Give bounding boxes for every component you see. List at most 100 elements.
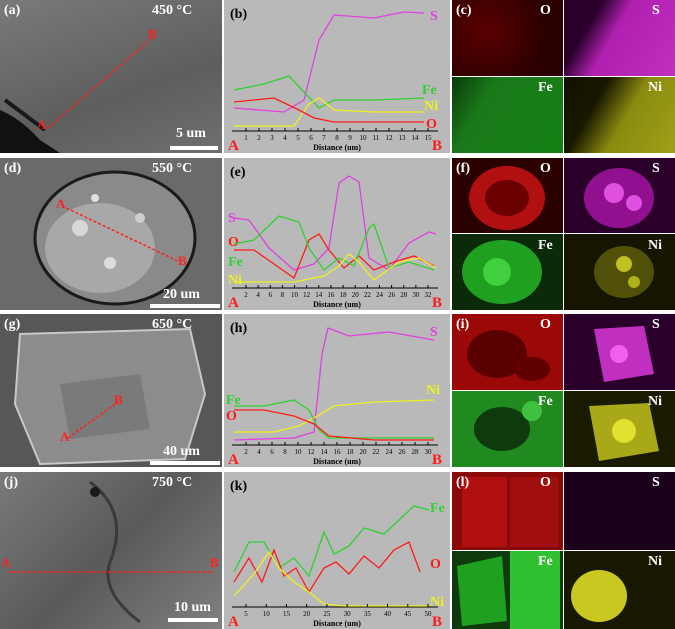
x-tick-label: 16	[327, 291, 335, 299]
series-label-fe: Fe	[422, 83, 437, 98]
fe-map	[452, 551, 563, 629]
sem-image-550: (d) 550 °C A B 20 um	[0, 158, 222, 310]
x-tick-label: 13	[399, 134, 407, 142]
sem-image-450: (a) 450 °C A B 5 um	[0, 0, 222, 153]
profile-curve-ni	[234, 399, 435, 433]
sem-texture	[0, 37, 153, 153]
o-label: O	[540, 317, 551, 332]
x-tick-label: 6	[309, 134, 313, 142]
series-label-s: S	[228, 211, 236, 226]
x-tick-label: 7	[322, 134, 326, 142]
fe-label: Fe	[538, 394, 553, 409]
x-tick-label: 40	[384, 610, 392, 618]
endpoint-b: B	[432, 138, 442, 153]
scale-bar-label: 10 um	[174, 600, 211, 615]
profile-curve-fe	[233, 505, 430, 578]
x-tick-label: 2	[257, 134, 261, 142]
x-tick-label: 12	[303, 291, 311, 299]
x-tick-label: 30	[412, 291, 420, 299]
line-profile-chart: (k) Fe O Ni 5 10 15 20 25 30 35 40 45 50 A B Distance (u…	[228, 479, 445, 629]
x-axis-label: Distance (um)	[313, 457, 361, 466]
x-tick-label: 10	[263, 610, 271, 618]
scale-bar-label: 5 um	[176, 126, 206, 141]
panel-label: (f)	[456, 161, 470, 176]
series-label-fe: Fe	[226, 393, 241, 408]
x-tick-label: 14	[321, 448, 329, 456]
eds-maps-c: (c) O S Fe Ni	[452, 0, 675, 153]
s-map	[564, 158, 675, 233]
x-tick-label: 6	[270, 448, 274, 456]
x-tick-label: 10	[295, 448, 303, 456]
panel-label: (k)	[230, 479, 247, 494]
sem-image-750: (j) 750 °C A B 10 um	[0, 472, 222, 629]
x-tick-label: 30	[344, 610, 352, 618]
endpoint-b: B	[432, 295, 442, 310]
profile-curve-ni	[234, 253, 437, 283]
x-tick-label: 24	[376, 291, 384, 299]
o-label: O	[540, 3, 551, 18]
panel-label: (a)	[4, 3, 21, 18]
series-label-ni: Ni	[228, 273, 242, 288]
fe-map	[452, 391, 563, 467]
eds-maps-f: (f) O S Fe Ni	[452, 158, 675, 310]
x-tick-label: 14	[412, 134, 420, 142]
x-tick-label: 22	[373, 448, 381, 456]
eds-maps-i: (i) O S Fe Ni	[452, 314, 675, 467]
x-tick-label: 45	[404, 610, 412, 618]
x-tick-label: 20	[360, 448, 368, 456]
endpoint-b: B	[432, 614, 442, 629]
x-tick-label: 22	[364, 291, 372, 299]
endpoint-a: A	[228, 614, 239, 629]
panel-label: (j)	[4, 475, 18, 490]
x-tick-label: 20	[303, 610, 311, 618]
profile-curve-fe	[234, 399, 434, 439]
endpoint-a: A	[228, 295, 239, 310]
fe-label: Fe	[538, 238, 553, 253]
x-tick-label: 15	[425, 134, 433, 142]
x-tick-label: 2	[244, 448, 248, 456]
profile-curve-o	[234, 233, 435, 280]
x-tick-label: 15	[283, 610, 291, 618]
x-tick-label: 11	[373, 134, 380, 142]
x-tick-label: 50	[425, 610, 433, 618]
s-label: S	[652, 161, 660, 176]
x-tick-label: 5	[296, 134, 300, 142]
panel-label: (l)	[456, 475, 470, 490]
panel-label: (i)	[456, 317, 470, 332]
panel-label: (h)	[230, 321, 247, 336]
point-b: B	[148, 26, 157, 41]
x-tick-label: 28	[400, 291, 408, 299]
x-tick-label: 25	[323, 610, 331, 618]
profile-curve-ni	[234, 97, 424, 127]
temperature-label: 550 °C	[152, 161, 193, 176]
x-tick-label: 14	[315, 291, 323, 299]
profile-curve-s	[233, 327, 435, 441]
o-map	[452, 0, 563, 76]
sem-texture	[33, 170, 197, 306]
s-map	[564, 0, 675, 76]
temperature-label: 650 °C	[152, 317, 193, 332]
point-a: A	[37, 117, 47, 132]
series-label-s: S	[430, 325, 438, 340]
x-tick-label: 26	[399, 448, 407, 456]
scale-bar	[150, 461, 220, 465]
x-tick-label: 18	[340, 291, 348, 299]
s-label: S	[652, 3, 660, 18]
x-tick-label: 10	[360, 134, 368, 142]
x-axis-label: Distance (um)	[313, 300, 361, 309]
panel-label: (d)	[4, 161, 22, 176]
s-label: S	[652, 317, 660, 332]
x-tick-label: 32	[425, 291, 433, 299]
point-a: A	[60, 429, 70, 444]
point-a: A	[56, 196, 66, 211]
panel-label: (c)	[456, 3, 472, 18]
profile-curve-o	[233, 97, 424, 123]
x-axis-label: Distance (um)	[313, 619, 361, 628]
scale-bar-label: 40 um	[163, 444, 200, 459]
series-label-ni: Ni	[430, 595, 444, 610]
ni-label: Ni	[648, 394, 662, 409]
scale-bar	[170, 146, 218, 150]
x-tick-label: 5	[244, 610, 248, 618]
